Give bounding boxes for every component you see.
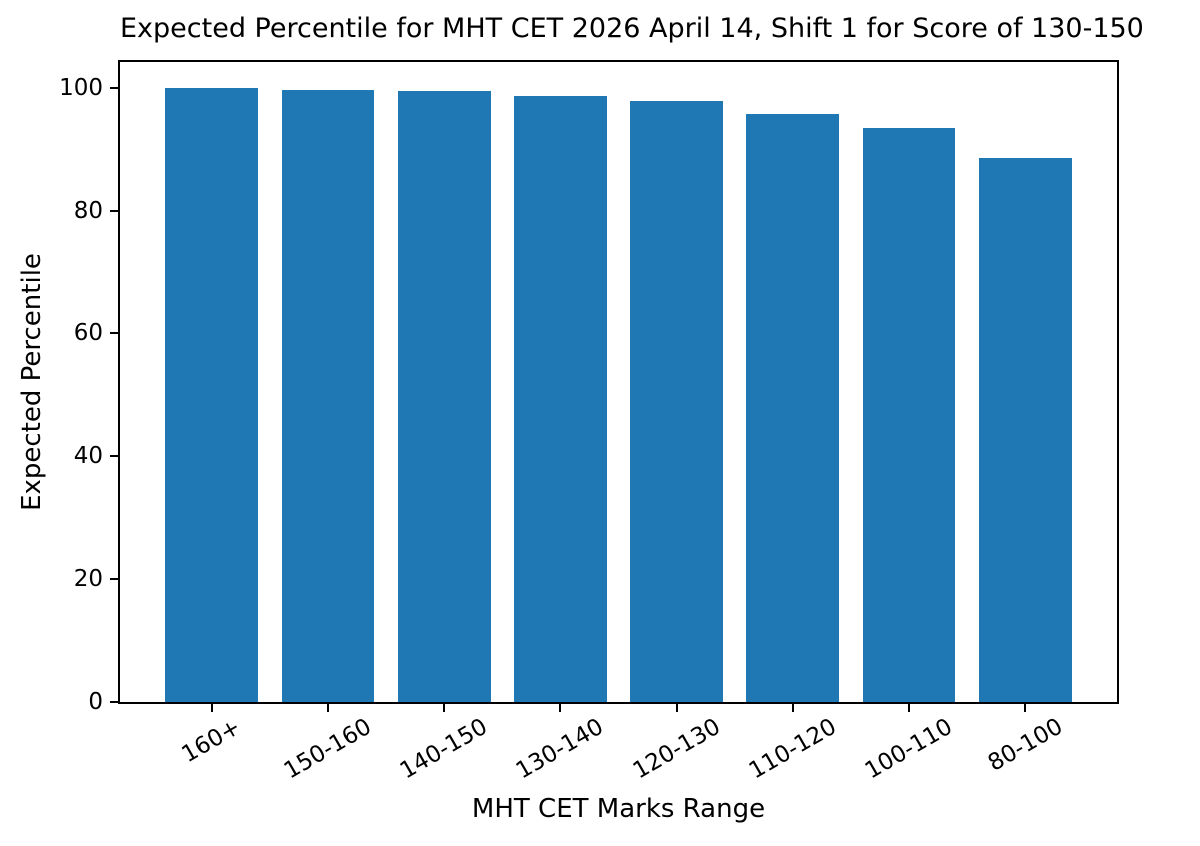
bar [746, 113, 840, 702]
y-tick-label: 80 [73, 197, 103, 224]
y-tick-label: 60 [73, 320, 103, 347]
y-axis-label: Expected Percentile [17, 253, 47, 511]
x-tick-mark [1024, 704, 1027, 712]
x-tick-label: 130-140 [512, 713, 609, 785]
x-tick-label: 120-130 [628, 713, 725, 785]
x-tick-mark [791, 704, 794, 712]
bar [513, 95, 607, 702]
bar [978, 158, 1072, 702]
x-tick-label: 110-120 [744, 713, 841, 785]
x-tick-label: 80-100 [983, 713, 1067, 778]
y-tick-mark [110, 578, 118, 581]
x-tick-label: 140-150 [395, 713, 493, 785]
y-tick-mark [110, 86, 118, 89]
y-tick-mark [110, 209, 118, 212]
x-tick-label: 100-110 [860, 713, 957, 785]
bar [862, 127, 956, 702]
y-tick-mark [110, 701, 118, 703]
y-tick-mark [110, 455, 118, 458]
x-tick-mark [675, 704, 678, 712]
y-tick-label: 20 [73, 566, 103, 593]
bar [397, 91, 491, 702]
y-tick-label: 100 [59, 74, 103, 101]
plot-area [120, 62, 1117, 702]
bar [281, 89, 375, 702]
bar [630, 100, 724, 702]
x-tick-mark [326, 704, 329, 712]
bar [165, 87, 259, 702]
y-tick-label: 0 [88, 689, 103, 715]
chart-title: Expected Percentile for MHT CET 2026 Apr… [120, 13, 1144, 44]
x-tick-mark [559, 704, 562, 712]
x-tick-label: 160+ [177, 713, 246, 769]
x-tick-mark [908, 704, 910, 712]
x-tick-mark [210, 704, 213, 712]
x-tick-label: 150-160 [279, 713, 376, 785]
x-axis-label: MHT CET Marks Range [471, 794, 766, 824]
x-tick-mark [443, 704, 446, 712]
y-tick-label: 40 [73, 443, 103, 470]
y-tick-mark [110, 332, 118, 335]
